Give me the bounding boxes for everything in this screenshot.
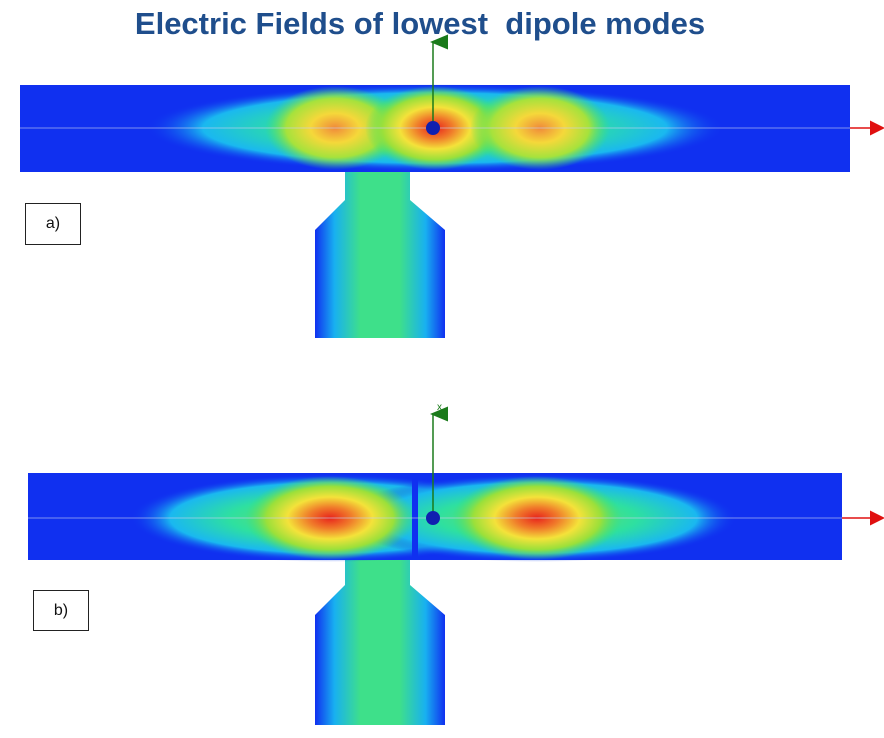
field-plots: x xyxy=(0,0,884,738)
panel-b-field: x xyxy=(28,402,882,725)
panel-a-field xyxy=(20,42,882,338)
figure: x Electric Fields of lowest dipole modes… xyxy=(0,0,884,738)
panel-label: a) xyxy=(25,203,81,245)
axis-label: x xyxy=(437,402,442,413)
title: Electric Fields of lowest dipole modes xyxy=(0,6,840,42)
panel-label: b) xyxy=(33,590,89,631)
